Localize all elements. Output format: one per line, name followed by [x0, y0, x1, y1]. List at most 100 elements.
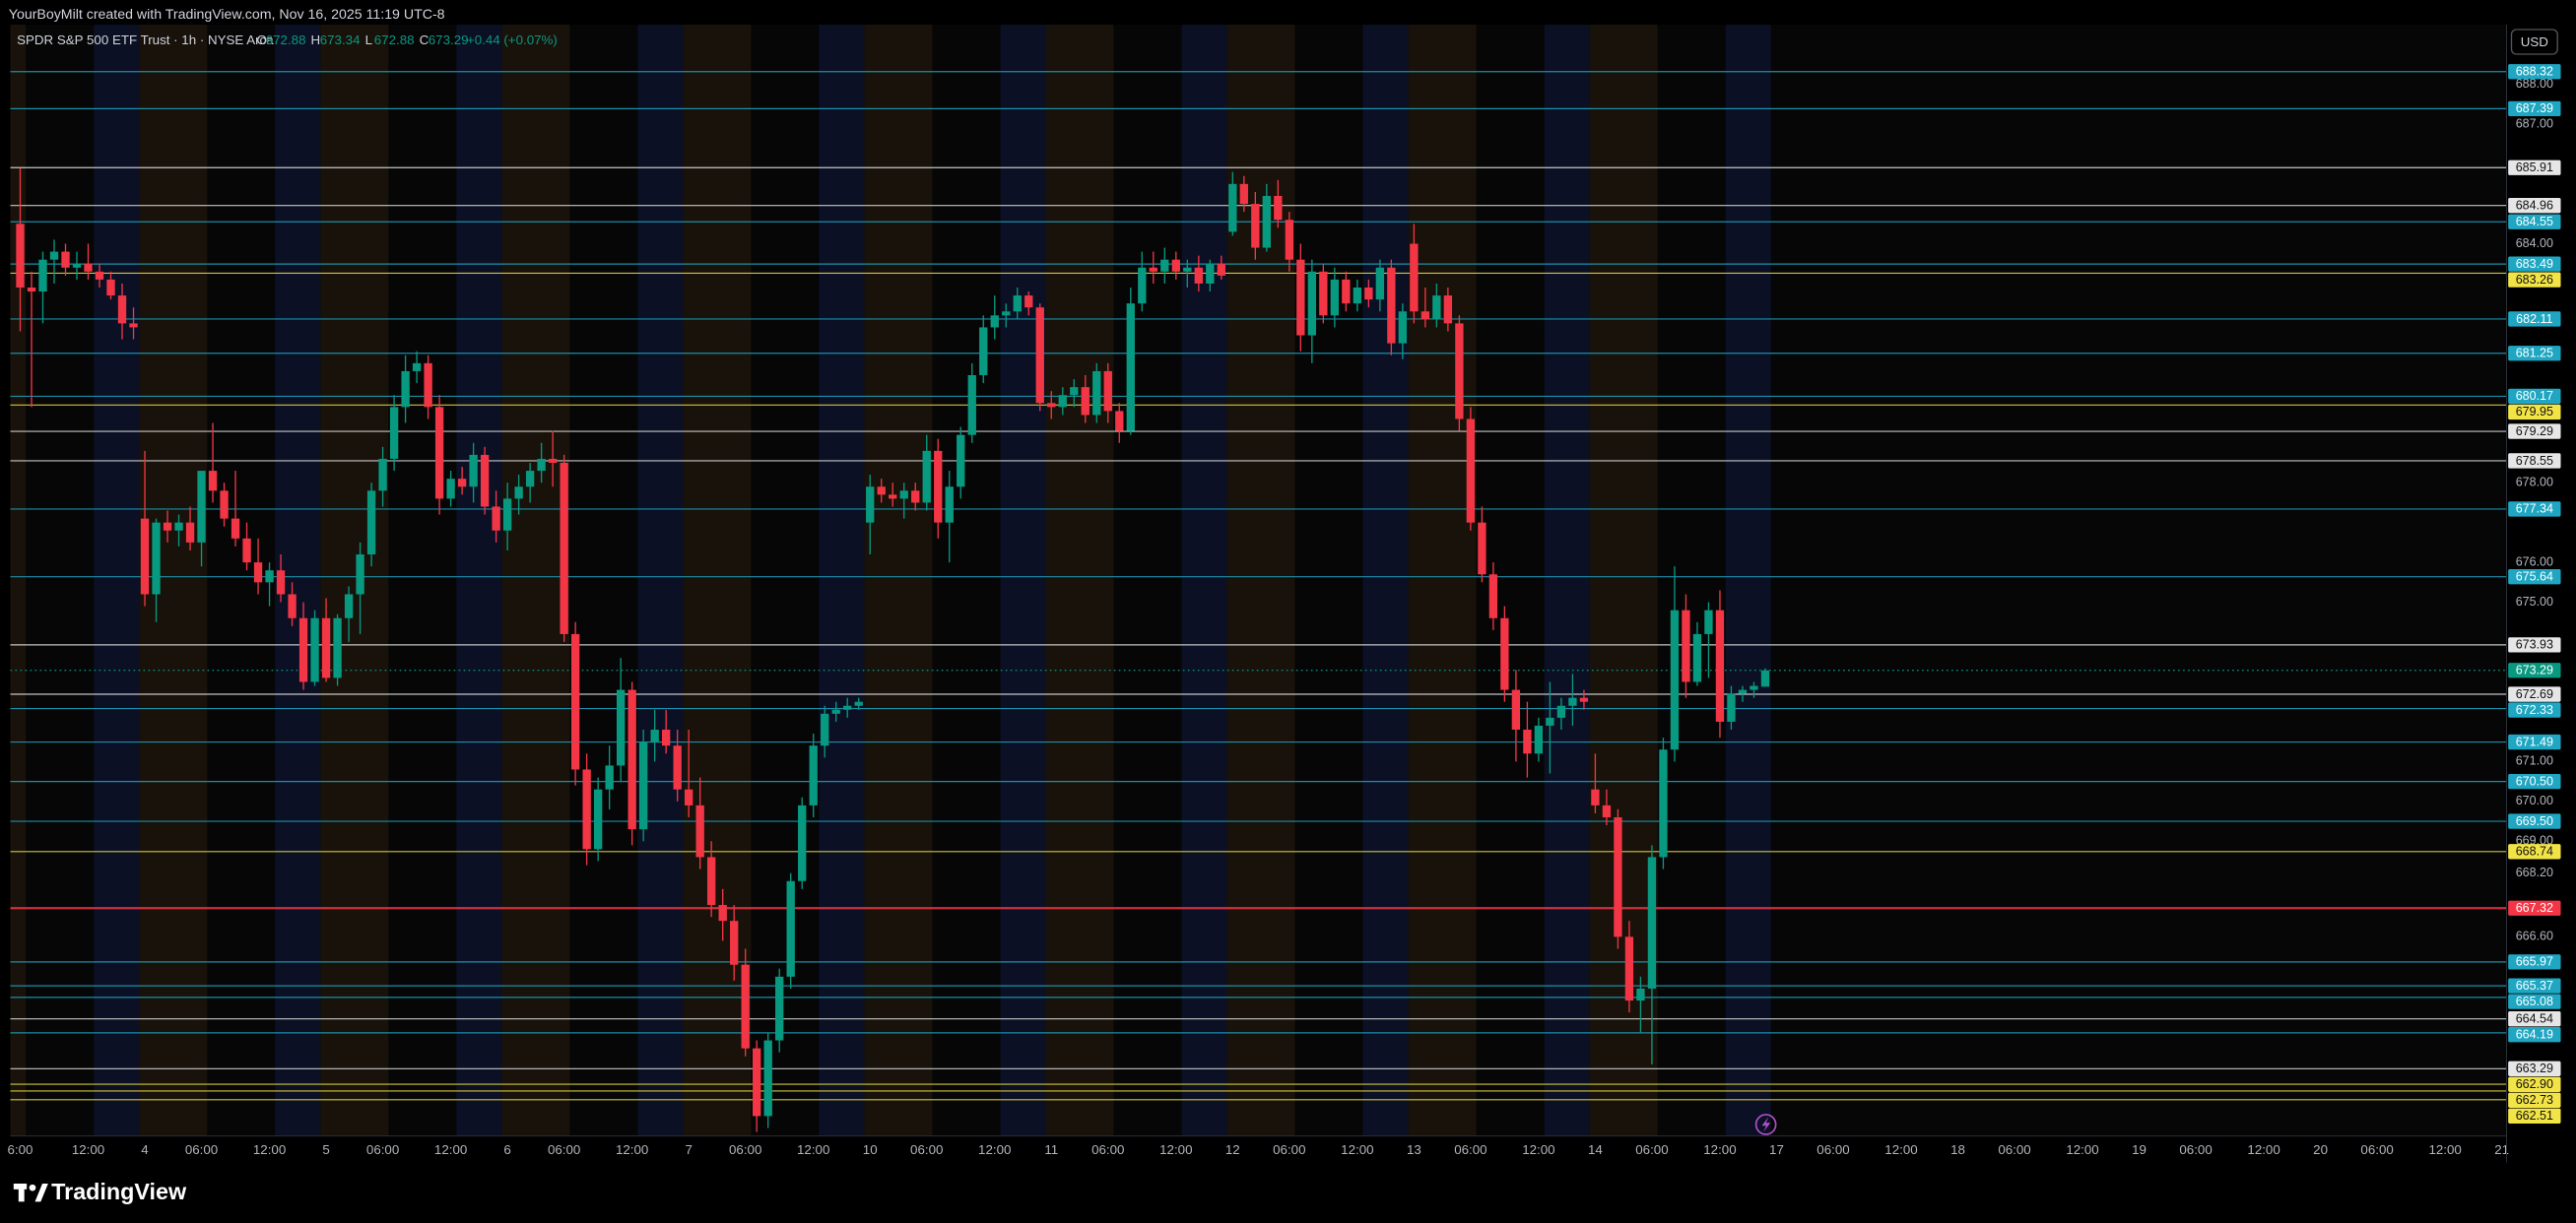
currency[interactable]: USD — [2521, 34, 2548, 49]
candle-body — [412, 362, 422, 371]
candle-body — [1727, 693, 1736, 722]
x-tick-label: 6:00 — [8, 1142, 33, 1157]
candle-body — [1534, 725, 1544, 754]
x-tick-label: 12:00 — [2066, 1142, 2098, 1157]
candle-body — [1206, 263, 1215, 284]
currency-button[interactable] — [2510, 29, 2558, 55]
level-label: 675.64 — [2516, 569, 2553, 583]
candle-body — [1579, 697, 1589, 702]
level-label-box — [2508, 346, 2561, 361]
candle-body — [1194, 267, 1203, 284]
candle-body — [1092, 370, 1101, 416]
candle-body — [1478, 522, 1486, 575]
credit: YourBoyMilt created with TradingView.com… — [9, 7, 445, 23]
candle-body — [1070, 387, 1079, 396]
level-label: 683.26 — [2516, 273, 2553, 287]
candle-body — [525, 471, 535, 487]
candle-body — [753, 1048, 761, 1117]
candle-body — [38, 259, 47, 292]
candle-body — [152, 522, 161, 595]
pre-market-band — [683, 25, 752, 1136]
candle-body — [1556, 705, 1566, 718]
y-tick-label: 669.00 — [2516, 834, 2553, 848]
candle-body — [934, 450, 943, 523]
x-tick-label: 11 — [1044, 1142, 1058, 1157]
icon-bolt — [1761, 1117, 1771, 1132]
level-label: 684.55 — [2516, 215, 2553, 228]
x-tick-label: 06:00 — [548, 1142, 580, 1157]
pre-market-band — [139, 25, 208, 1136]
candle-body — [242, 538, 251, 563]
level-label-box — [2508, 100, 2561, 117]
candle-body — [61, 251, 70, 268]
level-label-box — [2508, 637, 2561, 653]
candle-body — [843, 705, 852, 710]
candle-body — [1647, 857, 1657, 989]
candle-body — [1160, 259, 1169, 272]
level-label-box — [2508, 954, 2561, 970]
candle-body — [208, 471, 218, 491]
y-tick-label: 675.00 — [2516, 595, 2553, 609]
candle-body — [446, 479, 455, 499]
candle-body — [1103, 370, 1112, 412]
x-tick-label: 06:00 — [1635, 1142, 1668, 1157]
candle-body — [1138, 267, 1147, 304]
level-label: 672.33 — [2516, 703, 2553, 717]
x-tick-label: 06:00 — [185, 1142, 218, 1157]
post-market-band — [819, 25, 865, 1136]
level-label-box — [2508, 1108, 2561, 1124]
level-label-box — [2508, 734, 2561, 750]
level-label: 685.91 — [2516, 161, 2553, 174]
candle-body — [1013, 295, 1022, 312]
level-label: 662.73 — [2516, 1093, 2553, 1107]
level-label: 678.55 — [2516, 454, 2553, 468]
level-label: 683.49 — [2516, 257, 2553, 271]
candle-body — [1251, 204, 1260, 248]
pre-market-band — [1408, 25, 1477, 1136]
candle-body — [49, 251, 59, 260]
candle-body — [763, 1040, 772, 1117]
x-tick-label: 12 — [1225, 1142, 1240, 1157]
x-tick-label: 7 — [685, 1142, 692, 1157]
post-market-band — [1362, 25, 1409, 1136]
candle-body — [730, 921, 739, 965]
x-tick-label: 12:00 — [434, 1142, 467, 1157]
candle-body — [231, 518, 240, 539]
x-tick-label: 14 — [1588, 1142, 1603, 1157]
x-tick-label: 12:00 — [2428, 1142, 2461, 1157]
candle-body — [389, 407, 399, 459]
candle-body — [1546, 717, 1554, 726]
candle-body — [945, 486, 954, 523]
candle-body — [401, 370, 410, 408]
level-label: 669.50 — [2516, 814, 2553, 828]
level-label: 687.39 — [2516, 101, 2553, 115]
candle-body — [548, 458, 558, 463]
level-label-box — [2508, 994, 2561, 1009]
level-label-box — [2508, 844, 2561, 860]
level-label: 663.29 — [2516, 1062, 2553, 1075]
candle-body — [1636, 988, 1645, 1001]
candle-body — [1296, 259, 1305, 336]
level-label: 684.96 — [2516, 198, 2553, 212]
level-label-box — [2508, 813, 2561, 829]
ohlc-value: 673.34 — [320, 32, 361, 47]
level-label-box — [2508, 388, 2561, 405]
candle-body — [1353, 287, 1362, 304]
candle-body — [265, 570, 274, 583]
level-label-box — [2508, 1011, 2561, 1027]
candle-body — [1455, 323, 1464, 419]
x-tick-label: 12:00 — [1703, 1142, 1736, 1157]
candle-body — [809, 745, 818, 805]
candle-body — [1171, 259, 1180, 272]
y-tick-label: 687.00 — [2516, 116, 2553, 130]
candle-body — [866, 486, 875, 523]
logo-slash — [34, 1183, 48, 1202]
candle-body — [1387, 267, 1396, 344]
y-tick-label: 668.20 — [2516, 866, 2553, 879]
x-tick-label: 21 — [2494, 1142, 2509, 1157]
level-label-box — [2508, 256, 2561, 272]
candle-body — [967, 374, 976, 435]
lightning-icon[interactable] — [1754, 1114, 1777, 1135]
level-label-box — [2508, 272, 2561, 288]
